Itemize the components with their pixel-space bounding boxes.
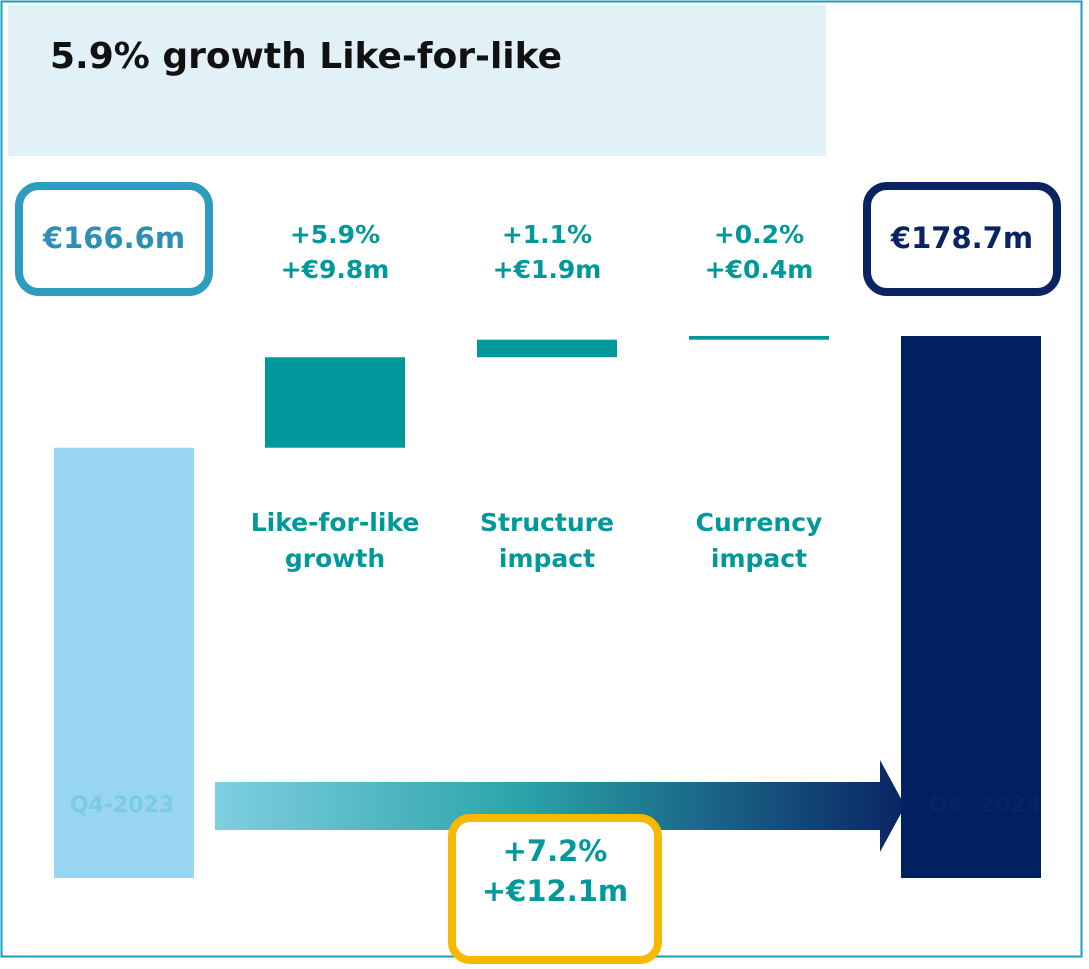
- category-label: Currency impact: [695, 508, 823, 573]
- value-label: +€0.4m: [705, 255, 814, 284]
- total-arrow: [215, 760, 905, 852]
- percent-label: +1.1%: [502, 220, 592, 249]
- value-label: +€1.9m: [493, 255, 602, 284]
- value-box: [15, 182, 213, 296]
- value-label: €178.7m: [890, 221, 1033, 255]
- value-box: [863, 182, 1061, 296]
- value-label: €166.6m: [42, 221, 185, 255]
- chart-title: 5.9% growth Like-for-like: [50, 36, 562, 77]
- bar: [54, 447, 194, 878]
- bar: [689, 336, 829, 340]
- category-label: Q4 -2024: [928, 793, 1042, 818]
- title-box: [8, 5, 826, 156]
- percent-label: +0.2%: [714, 220, 804, 249]
- bar: [265, 357, 405, 448]
- total-percent: +7.2%: [503, 834, 608, 868]
- percent-label: +5.9%: [290, 220, 380, 249]
- value-label: +€9.8m: [281, 255, 390, 284]
- category-label: Like-for-like growth: [250, 508, 420, 573]
- category-label: Structure impact: [480, 508, 614, 573]
- total-label: +€12.1m: [482, 874, 628, 908]
- category-label: Q4-2023: [69, 793, 175, 818]
- total-box: [448, 814, 662, 964]
- bar: [477, 339, 617, 358]
- bar: [901, 336, 1041, 879]
